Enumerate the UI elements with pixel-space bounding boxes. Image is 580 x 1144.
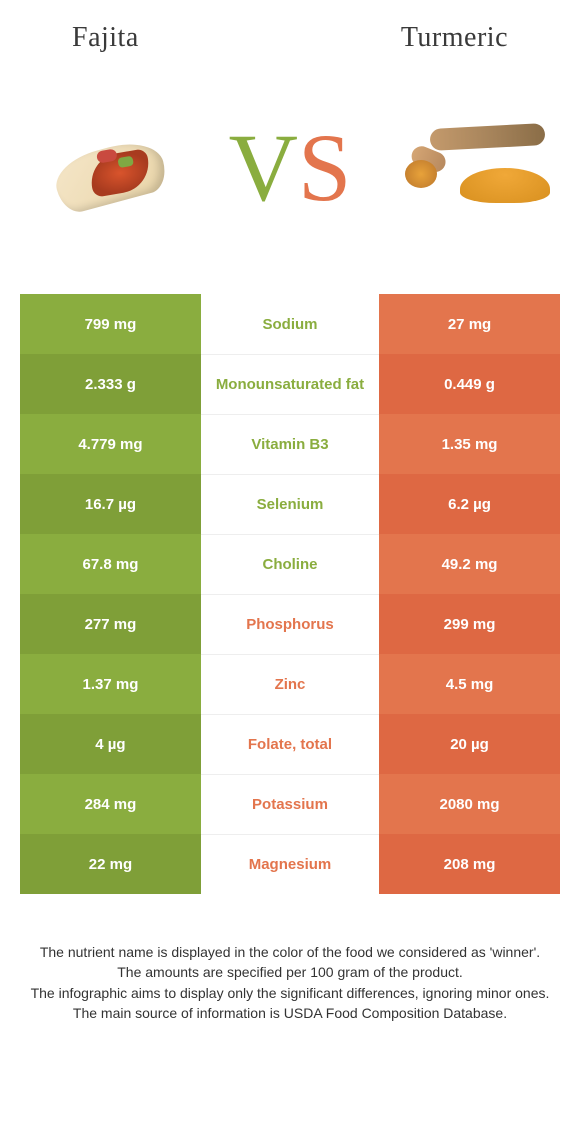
nutrient-label: Zinc: [201, 654, 379, 714]
left-value: 67.8 mg: [20, 534, 201, 594]
vs-label: VS: [229, 120, 352, 216]
right-value: 1.35 mg: [379, 414, 560, 474]
nutrient-label: Folate, total: [201, 714, 379, 774]
table-row: 799 mgSodium27 mg: [20, 294, 560, 354]
footer-line-3: The infographic aims to display only the…: [28, 983, 552, 1003]
table-row: 4 µgFolate, total20 µg: [20, 714, 560, 774]
right-value: 20 µg: [379, 714, 560, 774]
left-value: 799 mg: [20, 294, 201, 354]
nutrient-label: Phosphorus: [201, 594, 379, 654]
table-row: 16.7 µgSelenium6.2 µg: [20, 474, 560, 534]
left-value: 4 µg: [20, 714, 201, 774]
table-row: 284 mgPotassium2080 mg: [20, 774, 560, 834]
left-value: 2.333 g: [20, 354, 201, 414]
left-value: 16.7 µg: [20, 474, 201, 534]
left-value: 1.37 mg: [20, 654, 201, 714]
vs-s: S: [298, 120, 351, 216]
table-row: 4.779 mgVitamin B31.35 mg: [20, 414, 560, 474]
right-value: 6.2 µg: [379, 474, 560, 534]
footer-line-4: The main source of information is USDA F…: [28, 1003, 552, 1023]
footer-line-1: The nutrient name is displayed in the co…: [28, 942, 552, 962]
left-food-title: Fajita: [72, 22, 139, 54]
turmeric-icon: [390, 118, 550, 218]
turmeric-image: [390, 108, 550, 228]
nutrient-label: Sodium: [201, 294, 379, 354]
right-value: 2080 mg: [379, 774, 560, 834]
vs-v: V: [229, 120, 298, 216]
nutrient-label: Selenium: [201, 474, 379, 534]
nutrient-label: Potassium: [201, 774, 379, 834]
right-value: 299 mg: [379, 594, 560, 654]
fajita-icon: [35, 118, 185, 218]
left-value: 22 mg: [20, 834, 201, 894]
nutrient-label: Monounsaturated fat: [201, 354, 379, 414]
left-value: 284 mg: [20, 774, 201, 834]
nutrient-label: Vitamin B3: [201, 414, 379, 474]
table-row: 277 mgPhosphorus299 mg: [20, 594, 560, 654]
right-food-title: Turmeric: [401, 22, 508, 54]
table-row: 67.8 mgCholine49.2 mg: [20, 534, 560, 594]
right-value: 208 mg: [379, 834, 560, 894]
right-value: 4.5 mg: [379, 654, 560, 714]
footer-notes: The nutrient name is displayed in the co…: [28, 942, 552, 1023]
right-value: 49.2 mg: [379, 534, 560, 594]
left-value: 4.779 mg: [20, 414, 201, 474]
table-row: 1.37 mgZinc4.5 mg: [20, 654, 560, 714]
right-value: 27 mg: [379, 294, 560, 354]
table-row: 22 mgMagnesium208 mg: [20, 834, 560, 894]
header: Fajita Turmeric: [0, 0, 580, 54]
table-row: 2.333 gMonounsaturated fat0.449 g: [20, 354, 560, 414]
left-value: 277 mg: [20, 594, 201, 654]
footer-line-2: The amounts are specified per 100 gram o…: [28, 962, 552, 982]
nutrient-label: Choline: [201, 534, 379, 594]
hero-row: VS: [0, 54, 580, 254]
right-value: 0.449 g: [379, 354, 560, 414]
comparison-table: 799 mgSodium27 mg2.333 gMonounsaturated …: [20, 294, 560, 894]
fajita-image: [30, 108, 190, 228]
nutrient-label: Magnesium: [201, 834, 379, 894]
